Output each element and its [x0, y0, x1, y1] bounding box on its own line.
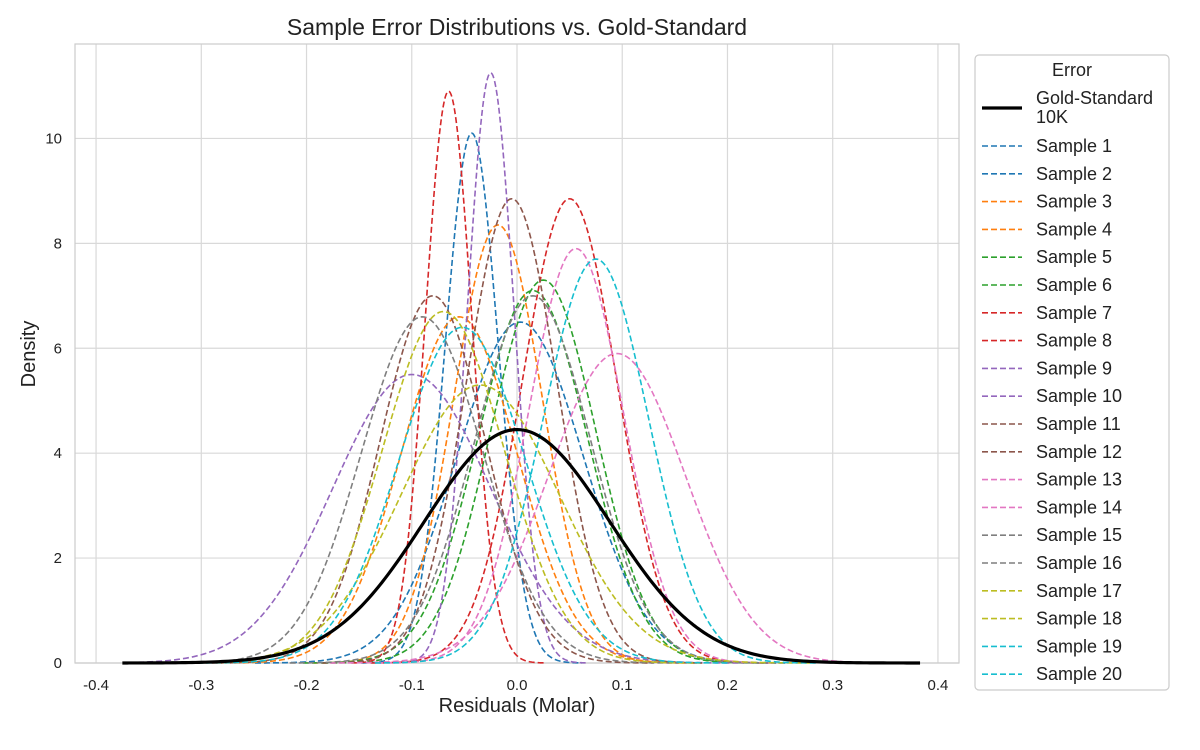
legend-label-sample-19: Sample 19 — [1036, 636, 1122, 656]
x-tick-label: 0.4 — [928, 677, 949, 694]
y-tick-label: 8 — [54, 235, 62, 252]
plot-frame — [74, 43, 960, 664]
series-line-sample-20 — [374, 258, 817, 664]
legend-label-sample-6: Sample 6 — [1036, 275, 1112, 295]
series-line-sample-10 — [138, 373, 744, 664]
legend-label-sample-13: Sample 13 — [1036, 470, 1122, 490]
series-line-sample-1 — [361, 132, 583, 664]
x-axis-title: Residuals (Molar) — [439, 695, 596, 717]
tick-layer: -0.4 -0.3 -0.2 -0.1 0.0 0.1 0.2 0.3 0.4 0 2 4 6 8 10 — [45, 130, 948, 694]
y-tick-label: 10 — [45, 130, 62, 147]
x-tick-label: 0.0 — [507, 677, 528, 694]
legend-label-sample-10: Sample 10 — [1036, 386, 1122, 406]
gold-layer — [122, 427, 921, 665]
series-line-sample-8 — [370, 197, 769, 664]
series-line-sample-9 — [393, 71, 588, 664]
legend-label-sample-17: Sample 17 — [1036, 581, 1122, 601]
series-line-gold-standard — [122, 427, 921, 665]
series-line-sample-2 — [254, 321, 786, 664]
x-tick-label: -0.3 — [188, 677, 214, 694]
y-tick-label: 0 — [54, 655, 62, 672]
y-tick-label: 4 — [54, 445, 62, 462]
legend-label-sample-3: Sample 3 — [1036, 192, 1112, 212]
legend-label-sample-12: Sample 12 — [1036, 442, 1122, 462]
y-axis-title: Density — [18, 321, 40, 388]
legend-label-sample-4: Sample 4 — [1036, 219, 1112, 239]
series-line-sample-14 — [329, 352, 896, 664]
x-tick-label: 0.1 — [612, 677, 633, 694]
legend-label-sample-1: Sample 1 — [1036, 136, 1112, 156]
legend-label-sample-15: Sample 15 — [1036, 525, 1122, 545]
legend-label-sample-8: Sample 8 — [1036, 331, 1112, 351]
x-tick-label: -0.1 — [399, 677, 425, 694]
legend-label-sample-7: Sample 7 — [1036, 303, 1112, 323]
series-line-sample-11 — [321, 197, 702, 664]
y-tick-label: 6 — [54, 340, 62, 357]
legend-label-gold-standard: Gold-Standard — [1036, 88, 1153, 108]
legend-label-sample-18: Sample 18 — [1036, 609, 1122, 629]
legend-label-sample-14: Sample 14 — [1036, 497, 1122, 517]
legend-label-sample-9: Sample 9 — [1036, 358, 1112, 378]
series-line-sample-16 — [289, 294, 776, 664]
legend-label-sample-2: Sample 2 — [1036, 164, 1112, 184]
legend-label-sample-5: Sample 5 — [1036, 247, 1112, 267]
legend-label-sample-20: Sample 20 — [1036, 664, 1122, 684]
x-tick-label: 0.2 — [717, 677, 738, 694]
legend-label-sample-11: Sample 11 — [1036, 414, 1121, 434]
series-line-sample-13 — [377, 247, 775, 664]
series-line-sample-15 — [165, 315, 679, 664]
x-tick-label: -0.2 — [294, 677, 320, 694]
y-tick-label: 2 — [54, 550, 62, 567]
legend-title: Error — [1052, 60, 1092, 80]
chart-title: Sample Error Distributions vs. Gold-Stan… — [287, 14, 747, 40]
legend-frame — [974, 54, 1170, 691]
legend-label-sample-16: Sample 16 — [1036, 553, 1122, 573]
x-tick-label: 0.3 — [822, 677, 843, 694]
legend-label-gold-standard: 10K — [1036, 107, 1068, 127]
series-line-sample-4 — [216, 315, 703, 664]
x-tick-label: -0.4 — [83, 677, 109, 694]
series-line-sample-12 — [211, 294, 654, 664]
series-layer — [138, 71, 896, 664]
